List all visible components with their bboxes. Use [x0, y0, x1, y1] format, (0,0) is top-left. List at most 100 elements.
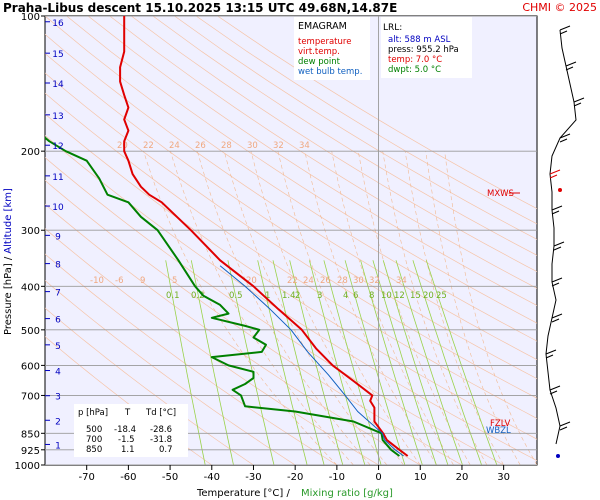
y-tick-label: 850	[21, 429, 40, 440]
adiabat-label: 32	[273, 141, 284, 151]
dry-adiabat	[109, 16, 537, 289]
dry-adiabat	[131, 16, 537, 273]
dry-adiabat	[45, 72, 537, 399]
wind-barb	[559, 25, 571, 31]
altitude-tick-label: 12	[52, 142, 63, 152]
mixing-ratio-line	[257, 260, 308, 465]
mixing-ratio-line	[395, 260, 463, 465]
y-axis-label: Pressure [hPa] / Altitude [km]	[3, 188, 14, 335]
x-tick-label: -60	[120, 472, 136, 483]
x-tick-label: 30	[497, 472, 510, 483]
altitude-tick-label: 6	[55, 316, 61, 326]
table-cell: -31.8	[150, 435, 172, 445]
mixing-ratio-label: 0.5	[229, 291, 243, 301]
dry-adiabat	[217, 16, 537, 210]
lrl-dwpt: dwpt: 5.0 °C	[388, 65, 441, 75]
x-tick-label: 20	[456, 472, 469, 483]
legend-box	[294, 17, 370, 80]
altitude-tick-label: 1	[55, 441, 61, 451]
table-header-td: Td [°C]	[145, 408, 176, 418]
wind-barb	[545, 349, 557, 355]
wind-barb	[565, 61, 577, 67]
adiabat-label: 26	[195, 141, 206, 151]
x-tick-label: 0	[375, 472, 381, 483]
mixing-ratio-line	[165, 260, 206, 465]
adiabat-label: 9	[140, 276, 145, 286]
wind-barbs	[545, 25, 585, 458]
wind-barb	[551, 318, 560, 323]
mixing-ratio-label: 4	[343, 291, 348, 301]
adiabat-label: 28	[221, 141, 232, 151]
table-row: 850 1.1 0.7	[86, 445, 173, 455]
y-tick-label: 600	[21, 361, 40, 372]
wind-barb	[545, 354, 554, 359]
adiabat-label: 32	[369, 276, 380, 286]
dry-adiabat	[195, 16, 537, 225]
adiabat-label: -10	[90, 276, 104, 286]
mixing-ratio-label: 10	[381, 291, 392, 301]
dry-adiabat	[45, 53, 537, 380]
wind-barb	[549, 174, 558, 179]
wind-barb	[549, 169, 561, 175]
table-cell: -1.5	[118, 435, 135, 445]
dry-adiabat	[45, 16, 537, 342]
altitude-tick-label: 7	[55, 289, 61, 299]
mixing-ratio-line	[344, 260, 406, 465]
surface-wind-marker	[556, 454, 560, 458]
altitude-tick-label: 9	[55, 232, 61, 242]
lrl-title: LRL:	[383, 23, 402, 33]
adiabat-label: 22	[143, 141, 154, 151]
adiabat-label: 34	[396, 276, 407, 286]
table-row: 500 -18.4 -28.6	[86, 425, 172, 435]
mixing-ratio-label: 12	[394, 291, 405, 301]
altitude-tick-label: 15	[52, 50, 63, 60]
mixing-ratio-line	[323, 260, 382, 465]
mixing-ratio-line	[190, 260, 234, 465]
moist-adiabat	[404, 151, 504, 465]
x-tick-label: 10	[414, 472, 427, 483]
adiabat-label: 26	[320, 276, 331, 286]
table-cell: -28.6	[150, 425, 172, 435]
wind-barb	[559, 30, 568, 35]
adiabat-label: 34	[299, 141, 310, 151]
altitude-tick-label: 16	[52, 19, 64, 29]
lrl-box	[381, 17, 472, 78]
legend-dew-point: dew point	[298, 57, 341, 67]
dry-adiabat	[152, 16, 537, 256]
table-cell: 500	[86, 425, 102, 435]
wind-barb	[565, 66, 574, 71]
mixing-ratio-label: 20	[423, 291, 434, 301]
table-cell: 1.1	[121, 445, 135, 455]
legend-temperature: temperature	[298, 37, 351, 47]
series-dew-point	[45, 136, 400, 457]
x-tick-label: -50	[162, 472, 178, 483]
mixing-ratio-line	[425, 260, 498, 465]
adiabat-label: -6	[115, 276, 123, 286]
altitude-tick-label: 4	[55, 368, 61, 378]
adiabat-label: 28	[337, 276, 348, 286]
max-wind-marker	[558, 188, 562, 192]
table-cell: 700	[86, 435, 102, 445]
fzlv-label: FZLV	[490, 419, 511, 429]
lrl-alt: alt: 588 m ASL	[388, 35, 451, 45]
mixing-ratio-line	[382, 260, 449, 465]
mixing-ratio-line	[289, 260, 344, 465]
mixing-ratio-line	[360, 260, 423, 465]
altitude-tick-label: 3	[55, 393, 61, 403]
mixing-ratio-label: 1	[265, 291, 270, 301]
table-cell: -18.4	[114, 425, 136, 435]
chart-title: Praha-Libus descent 15.10.2025 13:15 UTC…	[3, 1, 397, 15]
lrl-temp: temp: 7.0 °C	[388, 55, 442, 65]
mixing-ratio-label: 3	[317, 291, 322, 301]
y-axis-label-pressure: Pressure [hPa] /	[3, 256, 14, 335]
y-axis-label-altitude: Altitude [km]	[3, 188, 14, 254]
mixing-ratio-line	[272, 260, 325, 465]
wind-barb	[553, 246, 562, 251]
moist-adiabat	[143, 151, 338, 465]
moist-adiabat	[444, 151, 537, 465]
wind-barb	[573, 102, 582, 107]
mxws-label: MXWS	[487, 189, 514, 199]
x-tick-label: -70	[79, 472, 95, 483]
altitude-tick-label: 2	[55, 417, 61, 427]
mixing-ratio-line	[309, 260, 366, 465]
